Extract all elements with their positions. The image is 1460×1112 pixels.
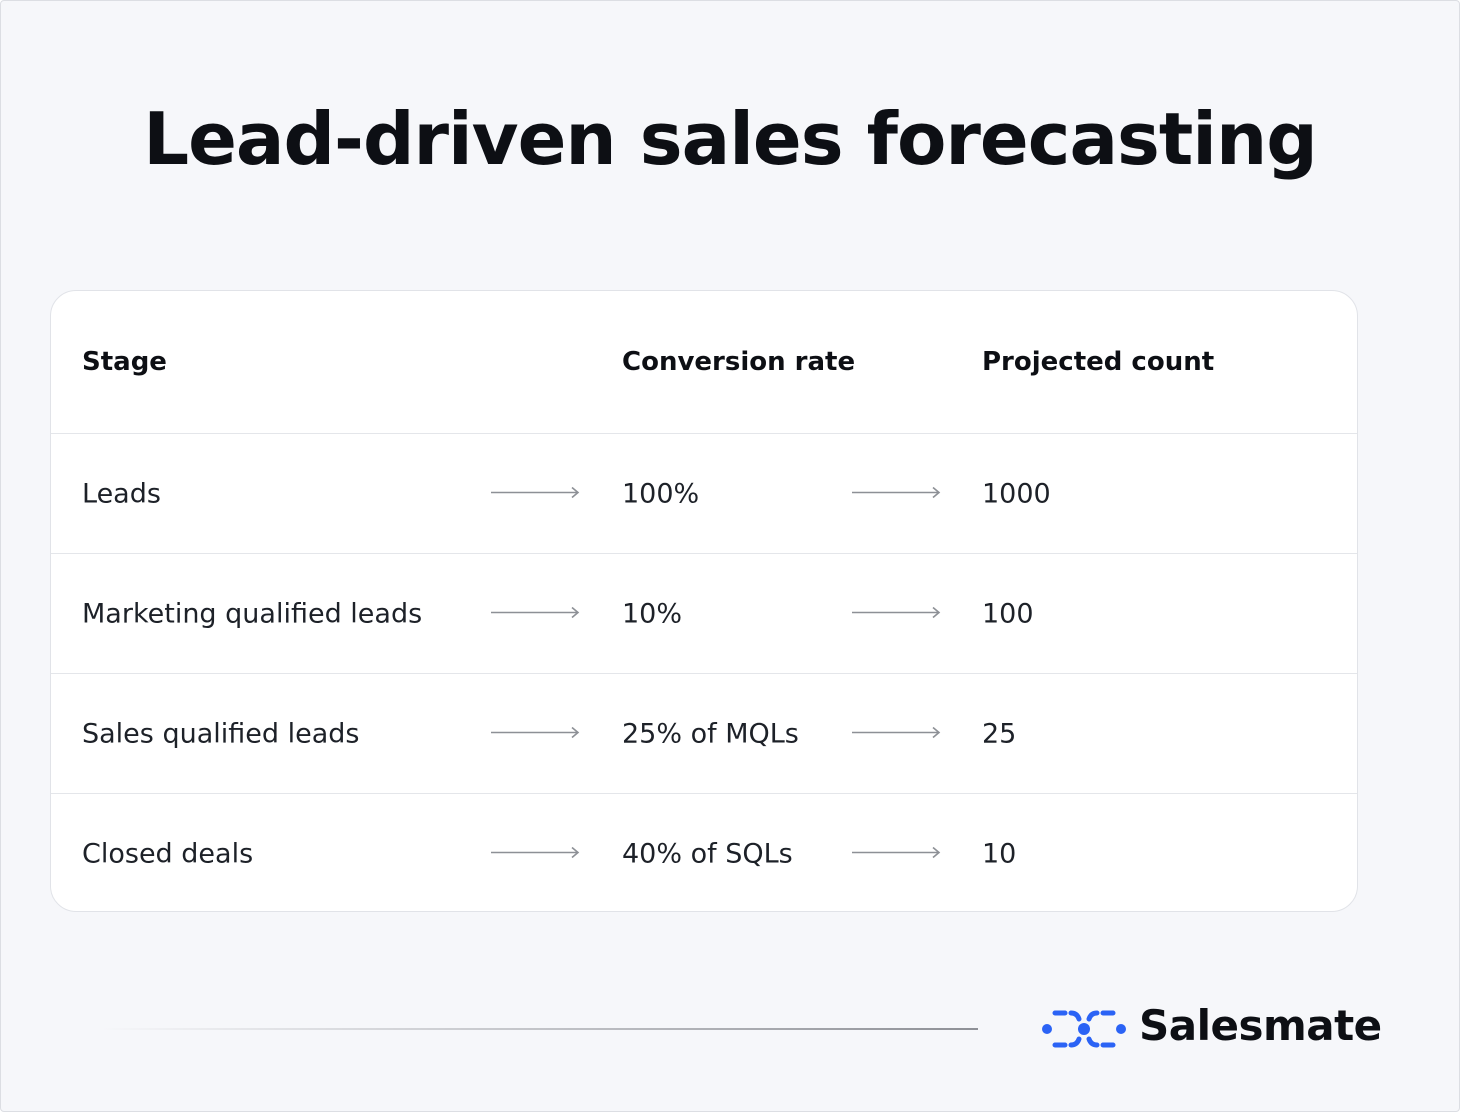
header-row: Stage Conversion rate Projected count xyxy=(51,291,1357,434)
arrow-icon xyxy=(852,726,941,738)
arrow xyxy=(491,844,581,863)
arrow xyxy=(852,484,942,503)
arrow xyxy=(491,484,581,503)
arrow-icon xyxy=(491,606,580,618)
arrow xyxy=(491,604,581,623)
column-header: Stage xyxy=(82,347,167,377)
table-row: Marketing qualified leads 10% 100 xyxy=(51,554,1357,674)
table-cell: 1000 xyxy=(982,478,1051,509)
arrow xyxy=(852,604,942,623)
arrow-icon xyxy=(491,486,580,498)
table: Stage Conversion rate Projected count Leads… xyxy=(50,290,1358,912)
column-header: Projected count xyxy=(982,347,1215,377)
table-row: Leads 100% 1000 xyxy=(51,434,1357,554)
table-cell: 10 xyxy=(982,838,1017,869)
arrow xyxy=(852,724,942,743)
table-cell: Marketing qualified leads xyxy=(82,598,423,629)
table-cell: Sales qualified leads xyxy=(82,718,360,749)
table-cell: 25% of MQLs xyxy=(622,718,799,749)
arrow xyxy=(852,844,942,863)
table-cell: 25 xyxy=(982,718,1017,749)
brand-name: Salesmate xyxy=(1139,1001,1382,1050)
arrow xyxy=(491,724,581,743)
arrow-icon xyxy=(852,846,941,858)
table-cell: 10% xyxy=(622,598,683,629)
arrow-icon xyxy=(491,846,580,858)
column-header: Conversion rate xyxy=(622,347,856,377)
arrow-icon xyxy=(491,726,580,738)
table-cell: 100 xyxy=(982,598,1034,629)
table-cell: Closed deals xyxy=(82,838,254,869)
divider xyxy=(101,1028,978,1030)
table-row: Closed deals 40% of SQLs 10 xyxy=(51,794,1357,911)
logo xyxy=(1042,1010,1126,1048)
table-cell: 40% of SQLs xyxy=(622,838,793,869)
arrow-icon xyxy=(852,606,941,618)
table-cell: Leads xyxy=(82,478,161,509)
table-row: Sales qualified leads 25% of MQLs 25 xyxy=(51,674,1357,794)
title: Lead-driven sales forecasting xyxy=(143,97,1318,181)
arrow-icon xyxy=(852,486,941,498)
table-cell: 100% xyxy=(622,478,700,509)
